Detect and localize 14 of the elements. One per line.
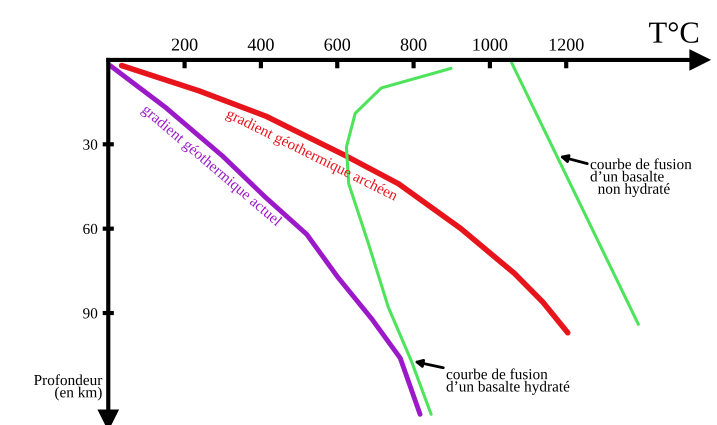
x-tick-label: 1200	[550, 38, 584, 51]
x-tick-label: 200	[172, 38, 198, 51]
annotation: courbe de fusion d’un basalte hydraté	[446, 368, 570, 395]
x-axis-title: T°C	[649, 22, 698, 43]
x-tick-label: 400	[248, 38, 274, 51]
x-tick-label: 1000	[473, 38, 508, 51]
y-tick-label: 90	[83, 308, 98, 318]
y-tick-label: 30	[83, 139, 98, 150]
y-tick-label: 60	[83, 224, 98, 234]
x-tick-label: 600	[324, 38, 350, 51]
line-series	[108, 63, 422, 417]
annotation: courbe de fusion d’un basalte non hydraté	[590, 158, 692, 197]
x-tick-label: 800	[400, 38, 426, 51]
y-axis-title: Profondeur (en km)	[34, 374, 102, 401]
